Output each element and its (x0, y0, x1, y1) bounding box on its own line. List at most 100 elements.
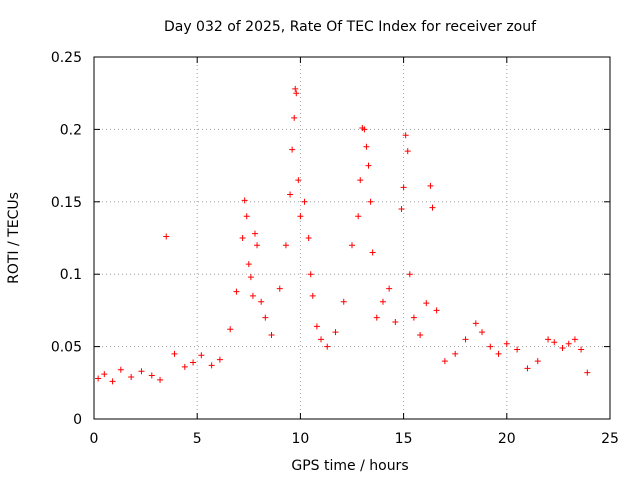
data-point (305, 235, 312, 241)
data-point (545, 336, 552, 343)
data-point (429, 204, 436, 211)
y-tick-label: 0.15 (51, 195, 82, 211)
data-point (534, 358, 541, 365)
data-point (117, 366, 124, 373)
data-point (295, 177, 302, 184)
data-point (441, 358, 448, 365)
data-point (524, 365, 531, 372)
data-point (101, 371, 108, 378)
data-point (324, 343, 331, 350)
y-tick-label: 0 (73, 412, 82, 428)
data-point (163, 233, 170, 240)
data-point (369, 249, 376, 256)
data-point (128, 374, 135, 381)
data-point (198, 352, 205, 359)
data-point (402, 132, 409, 139)
data-point (138, 368, 145, 375)
y-tick-label: 0.2 (60, 122, 82, 138)
x-tick-label: 0 (90, 431, 99, 447)
data-point (251, 230, 258, 237)
data-point (584, 369, 591, 376)
x-tick-label: 15 (395, 431, 413, 447)
y-tick-label: 0.05 (51, 340, 82, 356)
data-point (363, 143, 370, 150)
data-point (571, 336, 578, 343)
data-point (355, 213, 362, 220)
data-point (559, 345, 566, 352)
data-point (245, 261, 252, 268)
data-point (386, 285, 393, 292)
data-point (318, 336, 325, 343)
data-point (313, 323, 320, 330)
data-point (340, 298, 347, 305)
data-point (243, 213, 250, 220)
data-point (241, 197, 248, 204)
data-point (367, 198, 374, 205)
data-point (190, 359, 197, 366)
data-point (157, 376, 164, 383)
data-point (254, 242, 261, 249)
chart-title: Day 032 of 2025, Rate Of TEC Index for r… (164, 19, 537, 35)
data-point (565, 340, 572, 347)
data-point (487, 343, 494, 350)
data-point (427, 182, 434, 189)
data-point (249, 292, 256, 299)
x-tick-label: 10 (291, 431, 309, 447)
data-point (373, 314, 380, 321)
data-point (578, 346, 585, 353)
data-point (365, 162, 372, 169)
grid-lines (94, 57, 610, 419)
scatter-points (95, 85, 591, 385)
data-point (398, 206, 405, 213)
y-axis-label: ROTI / TECUs (6, 192, 22, 284)
data-point (301, 198, 308, 205)
data-point (410, 314, 417, 321)
data-point (171, 350, 178, 357)
data-point (293, 90, 300, 97)
data-point (297, 213, 304, 220)
data-point (495, 350, 502, 357)
data-point (472, 320, 479, 327)
plot-frame (93, 56, 611, 420)
data-point (400, 184, 407, 191)
data-point (181, 363, 188, 370)
data-point (551, 339, 558, 346)
data-point (95, 375, 102, 382)
axis-ticks: 0 5 10 15 20 25 0 0.05 0.1 0.15 0.2 0.25 (51, 50, 619, 447)
data-point (282, 242, 289, 249)
data-point (392, 318, 399, 325)
y-tick-label: 0.1 (60, 267, 82, 283)
data-point (276, 285, 283, 292)
y-tick-label: 0.25 (51, 50, 82, 66)
data-point (379, 298, 386, 305)
x-tick-label: 5 (193, 431, 202, 447)
data-point (247, 274, 254, 281)
data-point (433, 307, 440, 314)
data-point (332, 329, 339, 336)
data-point (258, 298, 265, 305)
data-point (268, 332, 275, 339)
data-point (148, 372, 155, 379)
data-point (292, 85, 299, 92)
data-point (417, 332, 424, 339)
data-point (452, 350, 459, 357)
data-point (227, 326, 234, 333)
data-point (479, 329, 486, 336)
x-tick-label: 25 (601, 431, 619, 447)
data-point (208, 362, 215, 369)
data-point (307, 271, 314, 278)
data-point (404, 148, 411, 155)
data-point (262, 314, 269, 321)
data-point (423, 300, 430, 307)
data-point (514, 346, 521, 353)
data-point (233, 288, 240, 295)
data-point (349, 242, 355, 249)
data-point (109, 378, 116, 385)
data-point (291, 114, 298, 121)
data-point (309, 292, 316, 299)
data-point (406, 271, 413, 278)
data-point (287, 191, 294, 198)
data-point (357, 177, 364, 184)
data-point (239, 235, 246, 241)
